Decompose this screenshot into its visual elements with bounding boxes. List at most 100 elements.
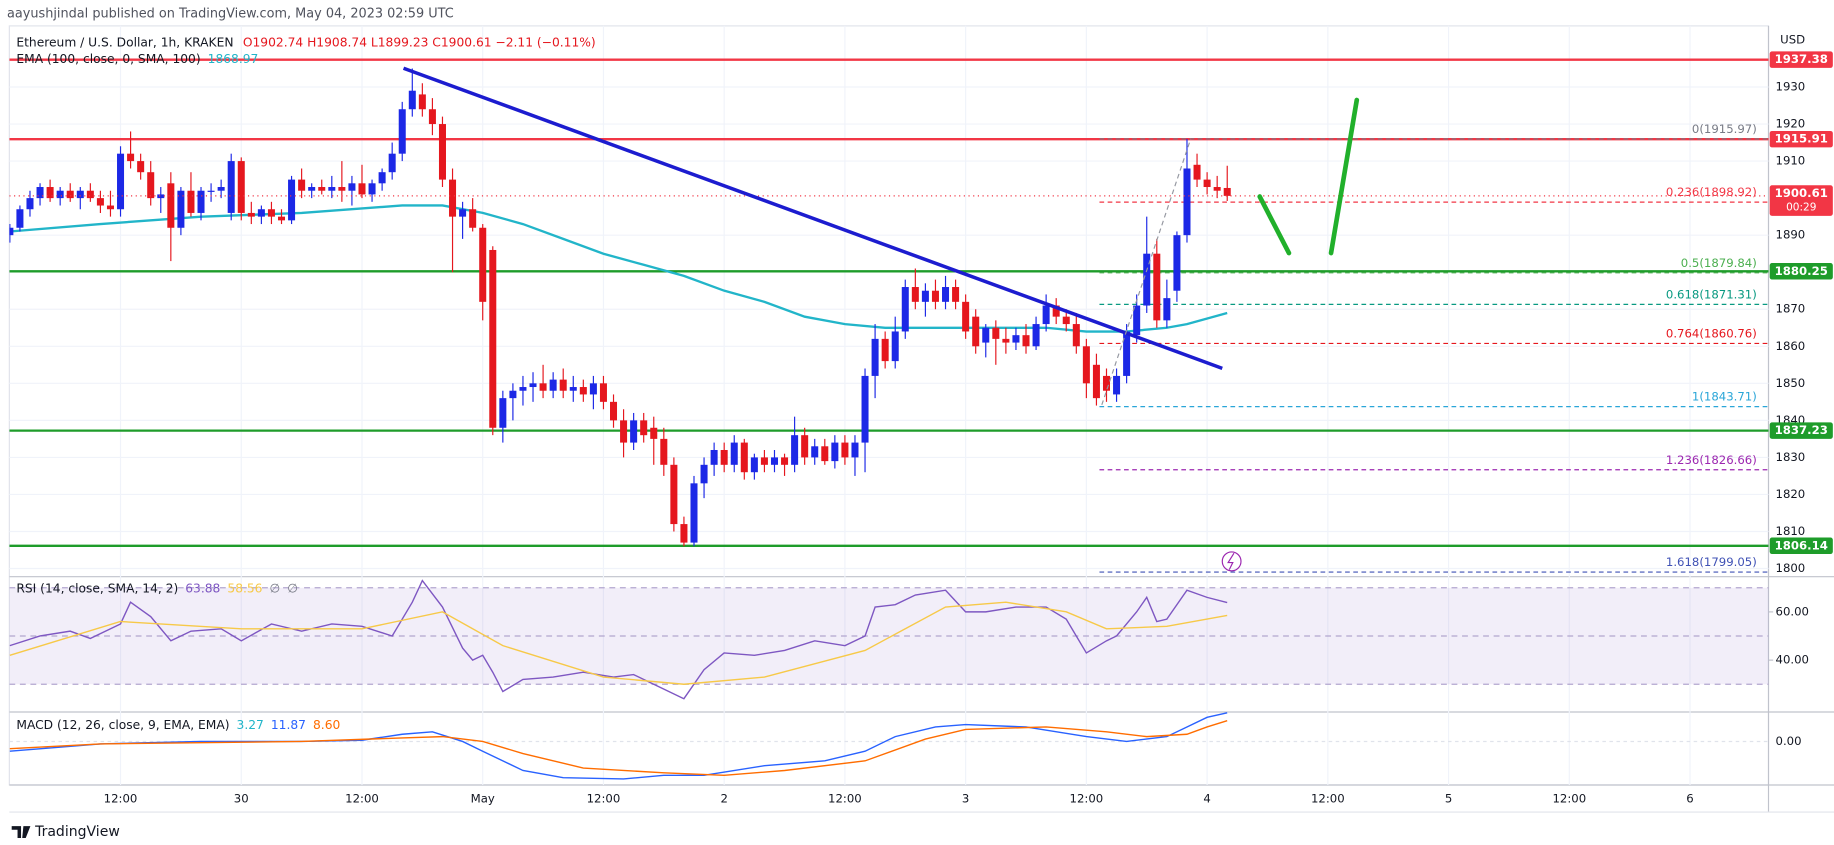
candle-body xyxy=(660,438,668,465)
candle-body xyxy=(911,287,919,302)
candle-body xyxy=(438,124,446,180)
ema-legend: EMA (100, close, 0, SMA, 100) 1868.97 xyxy=(16,51,258,65)
candle-body xyxy=(227,161,235,213)
candle-body xyxy=(167,183,175,228)
candle-body xyxy=(620,420,628,443)
price-label: 1937.38 xyxy=(1775,52,1828,66)
candle-body xyxy=(1213,187,1221,191)
candle-body xyxy=(308,187,316,191)
candle-body xyxy=(901,287,909,332)
candle-body xyxy=(700,464,708,484)
x-tick-label: 12:00 xyxy=(828,792,862,806)
candle-body xyxy=(1062,316,1070,325)
candle-body xyxy=(1092,364,1100,399)
macd-value: 11.87 xyxy=(271,717,306,731)
candle-body xyxy=(76,190,84,199)
projection-arrow xyxy=(1257,194,1292,256)
candle-body xyxy=(318,187,326,191)
candle-body xyxy=(972,316,980,347)
candle-body xyxy=(921,290,929,302)
candle-body xyxy=(288,179,296,221)
y-tick-label: 1890 xyxy=(1776,228,1806,242)
candle-body xyxy=(328,187,336,191)
fib-label: 1.236(1826.66) xyxy=(1666,453,1757,467)
candle-body xyxy=(670,464,678,525)
candle-body xyxy=(117,153,125,210)
candle-body xyxy=(378,172,386,184)
fib-label: 1(1843.71) xyxy=(1692,390,1757,404)
y-tick-label: 1850 xyxy=(1776,376,1806,390)
macd-line xyxy=(9,720,1228,777)
candle-body xyxy=(1203,179,1211,188)
candle-body xyxy=(418,94,426,110)
event-icon xyxy=(1227,552,1235,570)
price-label: 1806.14 xyxy=(1775,538,1828,552)
fib-label: 1.618(1799.05) xyxy=(1666,555,1757,569)
macd-pane xyxy=(9,712,1769,780)
ema-value: 1868.97 xyxy=(208,51,259,65)
candle-body xyxy=(1113,375,1121,395)
macd-name: MACD (12, 26, close, 9, EMA, EMA) xyxy=(16,717,229,731)
candle-body xyxy=(1153,253,1161,321)
y-tick-label: 40.00 xyxy=(1776,653,1809,667)
ohlc-legend: O1902.74 H1908.74 L1899.23 C1900.61 −2.1… xyxy=(243,35,596,49)
candle-body xyxy=(1163,298,1171,321)
price-label: 1880.25 xyxy=(1775,264,1828,278)
candle-body xyxy=(197,190,205,213)
x-tick-label: 12:00 xyxy=(1070,792,1104,806)
candle-body xyxy=(207,190,215,192)
candle-body xyxy=(720,449,728,465)
candle-body xyxy=(650,427,658,439)
candle-body xyxy=(26,198,34,210)
candle-body xyxy=(1002,338,1010,343)
x-tick-label: 12:00 xyxy=(587,792,621,806)
logo xyxy=(11,826,31,838)
countdown: 00:29 xyxy=(1786,202,1816,214)
candle-body xyxy=(1052,305,1060,317)
candle-body xyxy=(811,446,819,458)
candle-body xyxy=(348,183,356,191)
macd-legend: MACD (12, 26, close, 9, EMA, EMA) 3.27 11.… xyxy=(16,717,340,731)
price-pane: 0(1915.97) 0.236(1898.92) 0.5(1879.84) 0.61… xyxy=(9,58,1769,573)
candle-body xyxy=(962,301,970,332)
y-tick-label: 1830 xyxy=(1776,450,1806,464)
rsi-name: RSI (14, close, SMA, 14, 2) xyxy=(16,581,178,595)
candle-body xyxy=(539,383,547,391)
candle-body xyxy=(861,375,869,443)
rsi-pane xyxy=(9,579,1769,700)
y-tick-label: 1930 xyxy=(1776,79,1806,93)
candle-body xyxy=(519,387,527,391)
candle-body xyxy=(479,227,487,302)
fib-label: 0.618(1871.31) xyxy=(1666,287,1757,301)
candle-body xyxy=(157,194,165,199)
candle-body xyxy=(237,161,245,213)
candle-body xyxy=(1072,324,1080,347)
candle-body xyxy=(821,446,829,462)
layers: 0(1915.97) 0.236(1898.92) 0.5(1879.84) 0.61… xyxy=(9,25,1769,785)
candle-body xyxy=(257,209,265,217)
candle-body xyxy=(640,420,648,436)
candle-body xyxy=(740,442,748,473)
candle-body xyxy=(1223,187,1231,196)
candle-body xyxy=(408,90,416,110)
y-tick-label: 60.00 xyxy=(1776,604,1809,618)
candle-body xyxy=(489,249,497,428)
candle-body xyxy=(36,187,44,199)
candle-body xyxy=(1173,235,1181,291)
footer-brand: TradingView xyxy=(34,824,120,840)
x-tick-label: 6 xyxy=(1686,792,1693,806)
projection-arrow xyxy=(1328,97,1360,256)
candle-body xyxy=(106,205,114,210)
candle-body xyxy=(177,190,185,228)
y-tick-label: 1910 xyxy=(1776,154,1806,168)
candle-body xyxy=(267,209,275,217)
y-tick-label: 1820 xyxy=(1776,487,1806,501)
price-label-bg xyxy=(1769,185,1833,216)
fib-label: 0.764(1860.76) xyxy=(1666,327,1757,341)
macd-hist-value: 3.27 xyxy=(237,717,264,731)
candle-body xyxy=(589,383,597,395)
candle-body xyxy=(630,420,638,443)
symbol-legend: Ethereum / U.S. Dollar, 1h, KRAKEN O1902.… xyxy=(16,35,595,49)
